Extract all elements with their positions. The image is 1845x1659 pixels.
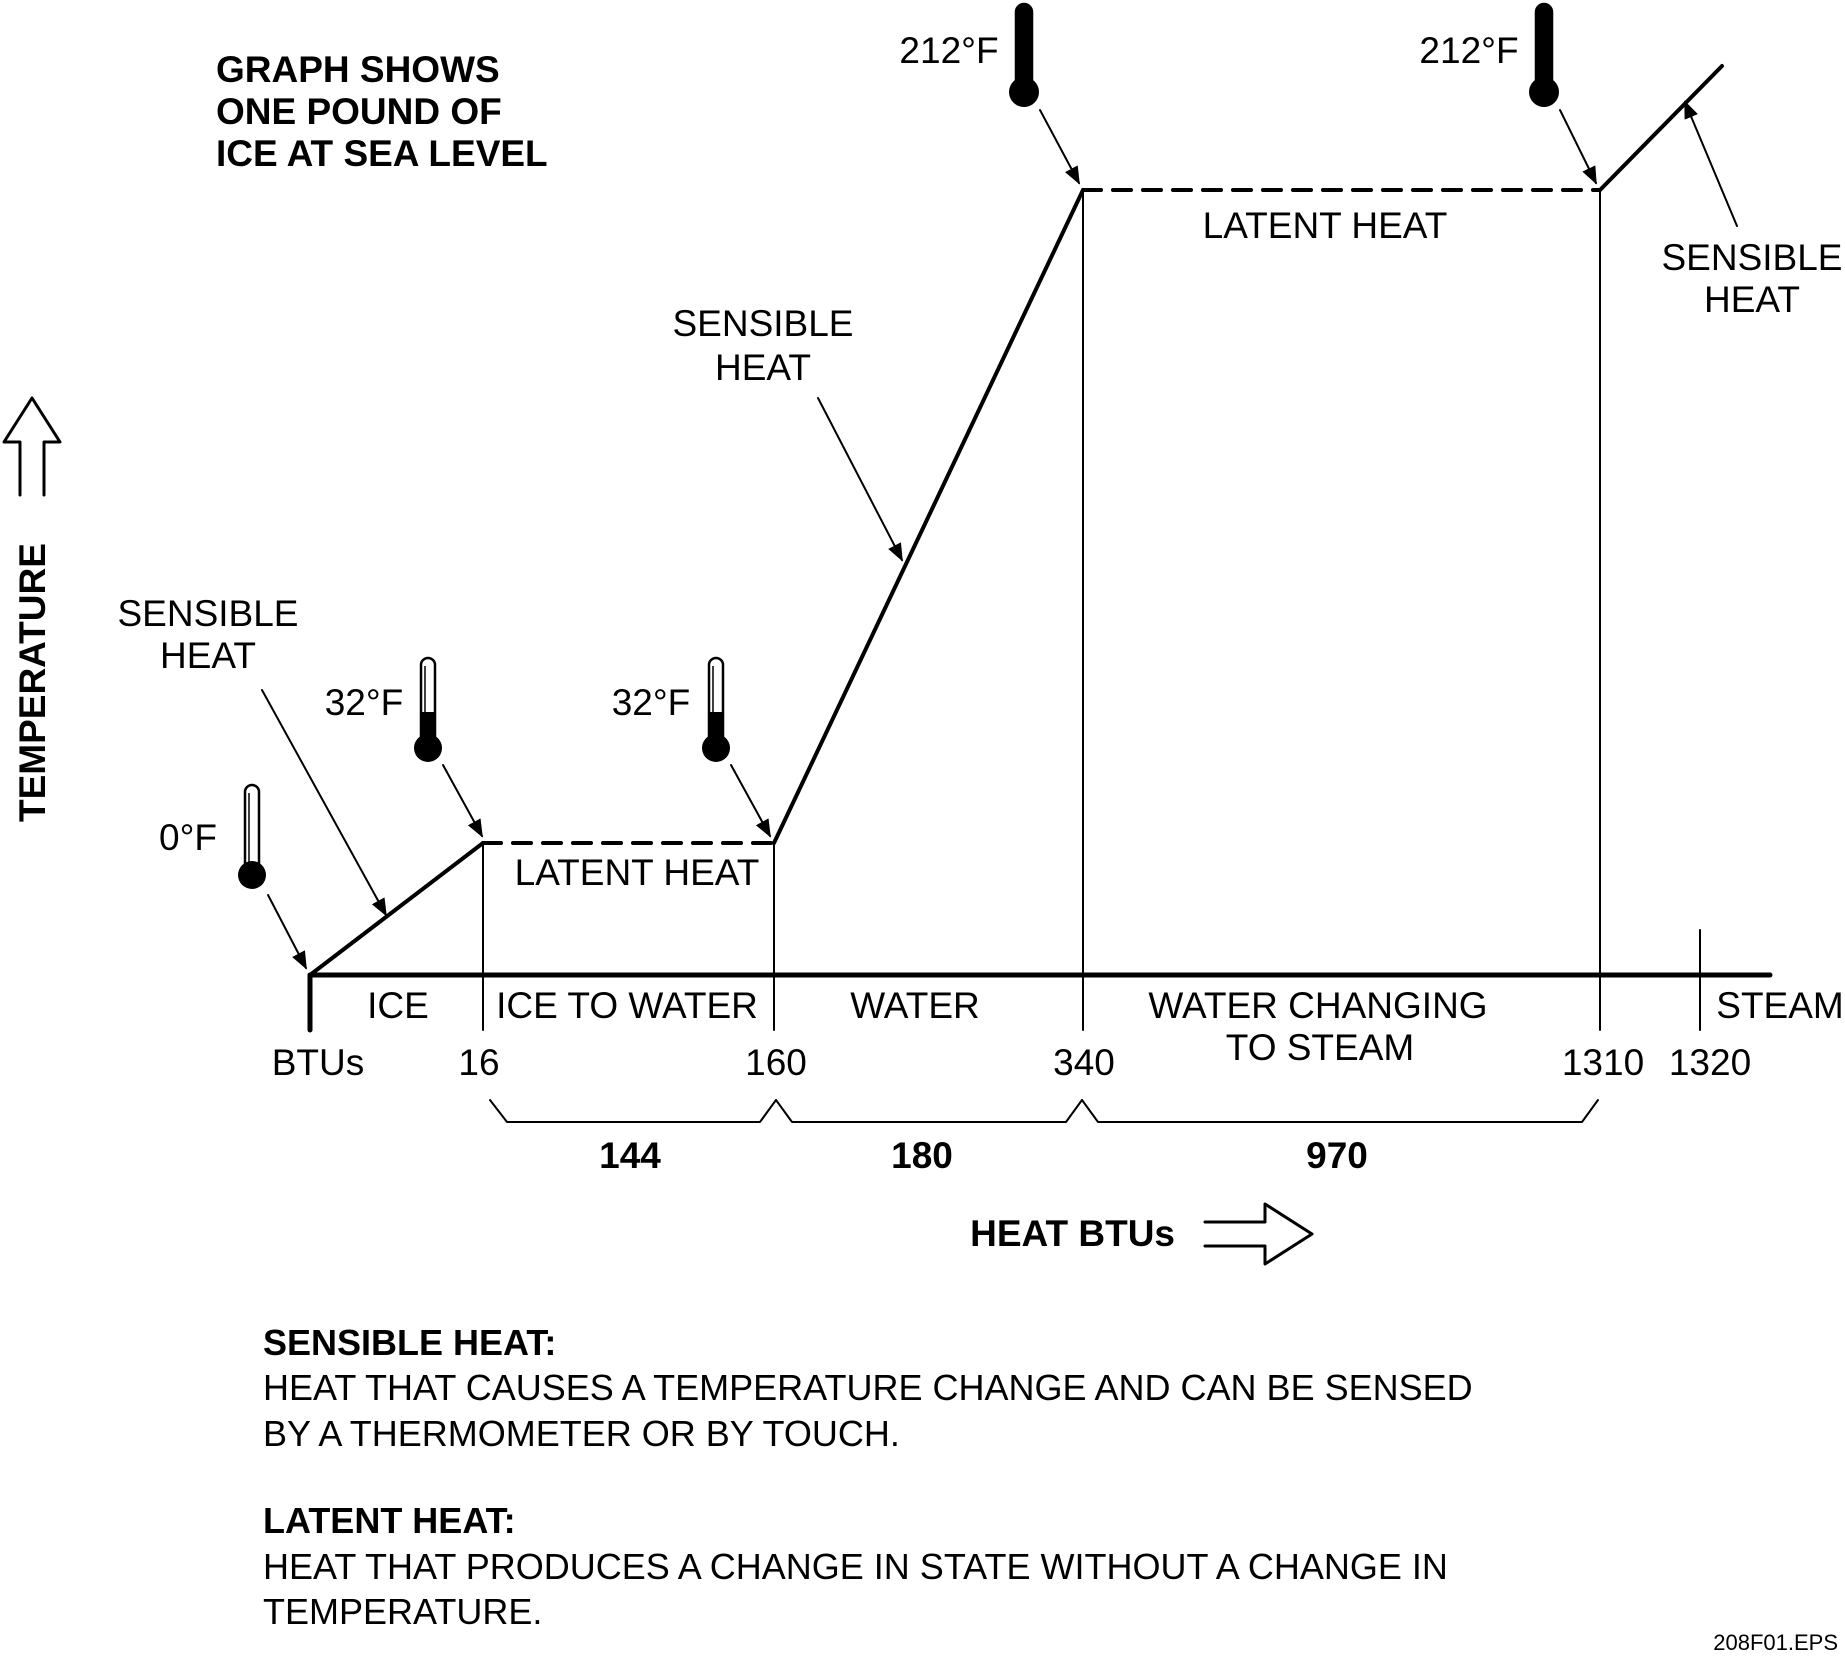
temp-32f-b: 32°F	[612, 682, 691, 723]
def-latent-line-2: TEMPERATURE.	[263, 1591, 542, 1632]
callout-sensible-2: SENSIBLE HEAT	[673, 303, 903, 562]
definitions: SENSIBLE HEAT: HEAT THAT CAUSES A TEMPER…	[263, 1322, 1473, 1632]
span-144: 144	[599, 1135, 661, 1176]
tick-1320: 1320	[1669, 1042, 1751, 1083]
temp-0f: 0°F	[159, 817, 217, 858]
brace-180	[775, 1099, 1083, 1123]
curve-sensible-steam	[1598, 64, 1724, 192]
tick-16: 16	[458, 1042, 499, 1083]
phase-steam: STEAM	[1716, 985, 1843, 1026]
latent-1-label: LATENT HEAT	[515, 852, 760, 893]
thermometer-0f-icon	[238, 783, 266, 889]
note-line-3: ICE AT SEA LEVEL	[216, 133, 548, 174]
y-axis-label: TEMPERATURE	[12, 543, 53, 822]
def-latent-line-1: HEAT THAT PRODUCES A CHANGE IN STATE WIT…	[263, 1546, 1448, 1587]
graph-note: GRAPH SHOWS ONE POUND OF ICE AT SEA LEVE…	[216, 49, 548, 174]
temp-212f-b: 212°F	[1419, 30, 1518, 71]
sensible-2-arrow	[817, 397, 903, 562]
brace-970	[1081, 1099, 1599, 1123]
y-axis-arrow-icon	[2, 396, 62, 497]
thermometer-212f-b-icon	[1529, 2, 1559, 107]
phase-labels: ICE ICE TO WATER WATER WATER CHANGING TO…	[367, 985, 1844, 1068]
temp-212f-a: 212°F	[899, 30, 998, 71]
def-latent-title: LATENT HEAT:	[263, 1500, 516, 1541]
callout-sensible-3: SENSIBLE HEAT	[1662, 100, 1843, 320]
heating-curve	[308, 64, 1724, 977]
note-line-2: ONE POUND OF	[216, 91, 502, 132]
phase-ice: ICE	[367, 985, 429, 1026]
callout-sensible-1: SENSIBLE HEAT	[118, 593, 387, 917]
temp-32f-a: 32°F	[325, 682, 404, 723]
arrow-212f-a	[1039, 109, 1080, 185]
sensible-1-line-1: SENSIBLE	[118, 593, 299, 634]
def-sensible-line-1: HEAT THAT CAUSES A TEMPERATURE CHANGE AN…	[263, 1367, 1473, 1408]
def-sensible-title: SENSIBLE HEAT:	[263, 1322, 556, 1363]
phase-water-to-steam-1: WATER CHANGING	[1148, 985, 1487, 1026]
sensible-3-line-2: HEAT	[1704, 279, 1800, 320]
sensible-2-line-1: SENSIBLE	[673, 303, 854, 344]
thermometer-32f-b-icon	[702, 656, 730, 762]
tick-340: 340	[1053, 1042, 1115, 1083]
note-line-1: GRAPH SHOWS	[216, 49, 500, 90]
tick-origin: BTUs	[272, 1042, 365, 1083]
x-axis-label: HEAT BTUs	[970, 1213, 1175, 1254]
x-axis-arrow-icon	[1203, 1202, 1314, 1266]
phase-water: WATER	[850, 985, 979, 1026]
arrow-212f-b	[1559, 109, 1597, 185]
sensible-2-line-2: HEAT	[715, 347, 811, 388]
def-sensible-line-2: BY A THERMOMETER OR BY TOUCH.	[263, 1413, 900, 1454]
tick-160: 160	[745, 1042, 807, 1083]
braces: 144 180 970	[489, 1099, 1599, 1176]
phase-ice-to-water: ICE TO WATER	[496, 985, 758, 1026]
arrow-32f-a	[442, 764, 483, 838]
brace-144	[489, 1099, 777, 1123]
tick-1310: 1310	[1562, 1042, 1644, 1083]
tick-labels: BTUs 16 160 340 1310 1320	[272, 1042, 1751, 1083]
span-970: 970	[1306, 1135, 1368, 1176]
latent-2-label: LATENT HEAT	[1203, 205, 1448, 246]
phase-water-to-steam-2: TO STEAM	[1226, 1027, 1414, 1068]
sensible-1-arrow	[261, 689, 387, 917]
sensible-3-line-1: SENSIBLE	[1662, 237, 1843, 278]
sensible-1-line-2: HEAT	[160, 635, 256, 676]
arrow-32f-b	[730, 764, 771, 838]
sensible-3-arrow	[1684, 100, 1738, 227]
thermometer-212f-a-icon	[1009, 2, 1039, 107]
file-tag: 208F01.EPS	[1713, 1630, 1838, 1655]
curve-sensible-water	[772, 188, 1085, 845]
span-180: 180	[891, 1135, 953, 1176]
curve-sensible-ice	[308, 841, 485, 977]
thermometer-32f-a-icon	[414, 656, 442, 762]
arrow-0f	[267, 894, 307, 970]
